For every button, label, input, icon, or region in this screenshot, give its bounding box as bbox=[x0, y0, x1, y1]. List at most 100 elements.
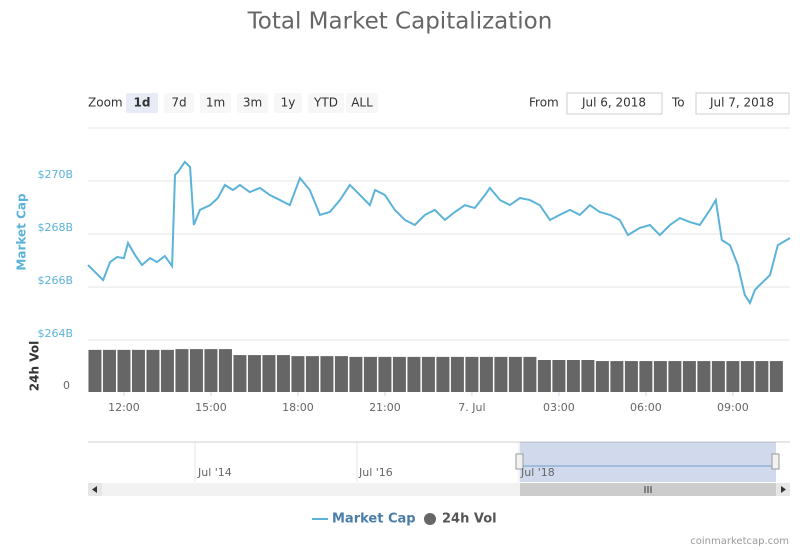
volume-bar bbox=[668, 361, 682, 392]
volume-bar bbox=[334, 356, 348, 392]
navigator-handle[interactable] bbox=[771, 453, 780, 470]
zoom-button-label[interactable]: 1d bbox=[134, 96, 151, 110]
zoom-button[interactable] bbox=[237, 93, 268, 113]
volume-bar bbox=[363, 356, 377, 392]
volume-bar bbox=[537, 360, 551, 392]
zoom-button-label[interactable]: 7d bbox=[171, 96, 186, 110]
volume-bar bbox=[189, 349, 203, 392]
volume-bar bbox=[726, 361, 740, 392]
volume-bar bbox=[581, 360, 595, 392]
zoom-button-label[interactable]: ALL bbox=[351, 96, 373, 110]
navigator-selection[interactable] bbox=[520, 442, 776, 482]
volume-bar bbox=[247, 355, 261, 392]
volume-bar bbox=[624, 361, 638, 392]
navigator-label: Jul '16 bbox=[358, 466, 393, 479]
chart-title: Total Market Capitalization bbox=[247, 9, 553, 35]
zoom-button[interactable] bbox=[274, 93, 302, 113]
zoom-button-label[interactable]: 1m bbox=[206, 96, 225, 110]
x-tick-label: 06:00 bbox=[630, 401, 662, 414]
legend-label[interactable]: Market Cap bbox=[332, 512, 416, 527]
volume-bar bbox=[102, 349, 116, 392]
legend-symbol[interactable] bbox=[424, 513, 436, 525]
x-tick-label: 15:00 bbox=[195, 401, 227, 414]
volume-bar bbox=[117, 349, 131, 392]
market-cap-line bbox=[87, 160, 791, 306]
volume-bar bbox=[305, 356, 319, 392]
x-tick-label: 18:00 bbox=[282, 401, 314, 414]
navigator-label: Jul '18 bbox=[520, 466, 555, 479]
volume-bar bbox=[233, 355, 247, 392]
volume-bar bbox=[740, 361, 754, 392]
volume-bar bbox=[465, 356, 479, 392]
volume-bar bbox=[392, 356, 406, 392]
volume-bar bbox=[146, 349, 160, 392]
x-tick-label: 21:00 bbox=[369, 401, 401, 414]
zoom-button[interactable] bbox=[346, 93, 378, 113]
volume-bar bbox=[262, 355, 276, 392]
volume-bar bbox=[508, 356, 522, 392]
volume-bar bbox=[378, 356, 392, 392]
volume-bar bbox=[523, 356, 537, 392]
x-tick-label: 7. Jul bbox=[458, 401, 485, 414]
volume-bar bbox=[349, 356, 363, 392]
navigator-label: Jul '14 bbox=[197, 466, 232, 479]
volume-bar bbox=[697, 361, 711, 392]
y-axis-title: Market Cap bbox=[15, 193, 29, 271]
volume-bar bbox=[566, 360, 580, 392]
credit: coinmarketcap.com bbox=[690, 536, 789, 547]
volume-bar bbox=[421, 356, 435, 392]
volume-bar bbox=[653, 361, 667, 392]
volume-bar bbox=[160, 349, 174, 392]
y-tick-label: $264B bbox=[37, 327, 73, 340]
volume-bar bbox=[175, 349, 189, 392]
zoom-label: Zoom bbox=[88, 96, 123, 110]
zoom-button[interactable] bbox=[308, 93, 344, 113]
arrow-left bbox=[92, 486, 97, 493]
volume-bar bbox=[131, 349, 145, 392]
legend-label[interactable]: 24h Vol bbox=[442, 512, 497, 527]
zoom-button[interactable] bbox=[164, 93, 194, 113]
volume-bar bbox=[291, 356, 305, 392]
volume-bar bbox=[494, 356, 508, 392]
zoom-button[interactable] bbox=[126, 93, 158, 113]
volume-bar bbox=[711, 361, 725, 392]
y-tick-label: $270B bbox=[37, 168, 73, 181]
zoom-button-label[interactable]: YTD bbox=[313, 96, 338, 110]
volume-bar bbox=[769, 361, 783, 392]
volume-bar bbox=[88, 349, 102, 392]
volume-bar bbox=[276, 355, 290, 392]
volume-bar bbox=[436, 356, 450, 392]
to-value[interactable]: Jul 7, 2018 bbox=[709, 96, 774, 110]
x-tick-label: 03:00 bbox=[543, 401, 575, 414]
y2-tick-label: 0 bbox=[63, 379, 70, 392]
volume-bar bbox=[595, 361, 609, 392]
y-tick-label: $266B bbox=[37, 274, 73, 287]
y-tick-label: $268B bbox=[37, 221, 73, 234]
volume-bar bbox=[218, 349, 232, 392]
volume-bar bbox=[682, 361, 696, 392]
zoom-button-label[interactable]: 3m bbox=[243, 96, 262, 110]
volume-bar bbox=[755, 361, 769, 392]
volume-bar bbox=[450, 356, 464, 392]
arrow-right bbox=[781, 486, 786, 493]
x-tick-label: 09:00 bbox=[717, 401, 749, 414]
volume-bar bbox=[320, 356, 334, 392]
scrollbar-grip bbox=[644, 486, 652, 493]
volume-bar bbox=[639, 361, 653, 392]
navigator-handle[interactable] bbox=[515, 453, 524, 470]
volume-bar bbox=[407, 356, 421, 392]
from-input[interactable] bbox=[566, 92, 663, 115]
volume-bar bbox=[479, 356, 493, 392]
volume-bar bbox=[610, 361, 624, 392]
from-value[interactable]: Jul 6, 2018 bbox=[581, 96, 646, 110]
zoom-button[interactable] bbox=[200, 93, 231, 113]
volume-bar bbox=[552, 360, 566, 392]
from-label: From bbox=[529, 96, 559, 110]
y2-axis-title: 24h Vol bbox=[28, 341, 42, 391]
to-input[interactable] bbox=[695, 92, 790, 115]
zoom-button-label[interactable]: 1y bbox=[281, 96, 296, 110]
volume-bar bbox=[204, 349, 218, 392]
x-tick-label: 12:00 bbox=[108, 401, 140, 414]
